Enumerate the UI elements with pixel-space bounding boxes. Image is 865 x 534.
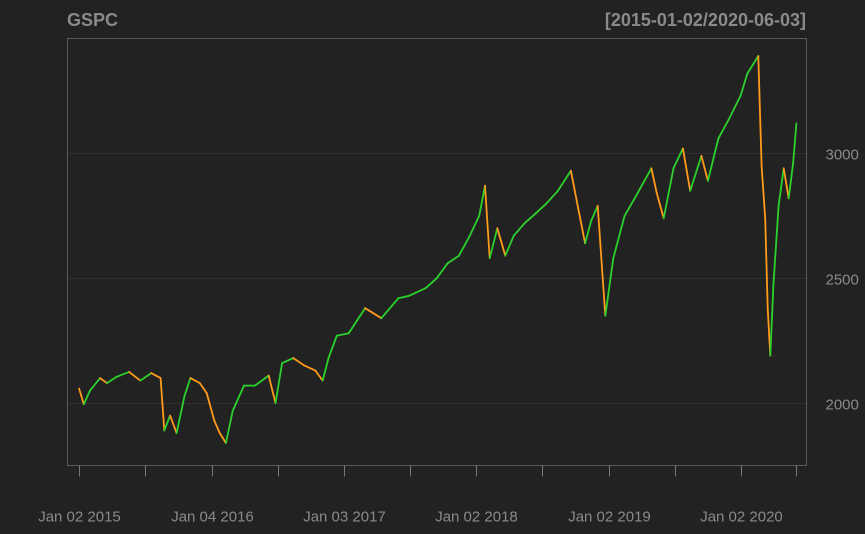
price-segment-up xyxy=(604,257,615,317)
price-segment-up xyxy=(478,184,486,217)
price-segment-down xyxy=(484,184,491,260)
price-segment-up xyxy=(534,202,548,215)
y-tick-label-3000: 3000 xyxy=(826,147,859,164)
price-segment-up xyxy=(89,377,101,392)
price-segment-down xyxy=(760,164,767,220)
price-segment-up xyxy=(557,169,572,192)
price-segment-down xyxy=(650,167,658,195)
price-segment-up xyxy=(380,297,400,320)
x-tick-label: Jan 02 2018 xyxy=(435,509,518,526)
price-segment-up xyxy=(612,214,626,260)
price-segment-down xyxy=(596,204,607,317)
price-segment-up xyxy=(106,375,118,385)
price-segment-up xyxy=(274,362,284,405)
price-segment-up xyxy=(397,294,411,300)
x-tick-label: Jan 02 2020 xyxy=(700,509,783,526)
plot-frame xyxy=(67,38,807,466)
price-segment-up xyxy=(545,189,559,205)
price-segment-down xyxy=(757,55,763,167)
price-segment-down xyxy=(577,207,586,245)
price-segment-up xyxy=(488,227,499,260)
price-segment-down xyxy=(189,377,201,385)
price-segment-up xyxy=(739,72,749,97)
price-segment-up xyxy=(281,357,295,365)
price-segment-up xyxy=(115,370,131,378)
price-segment-up xyxy=(717,117,731,140)
price-segment-up xyxy=(347,307,367,335)
price-segment-up xyxy=(175,394,186,434)
chart-title: GSPC xyxy=(67,10,118,30)
price-segment-down xyxy=(655,192,665,220)
price-segment-up xyxy=(408,287,427,297)
price-segment-up xyxy=(792,122,798,165)
price-segment-up xyxy=(183,377,192,397)
price-segment-up xyxy=(769,282,775,357)
price-segment-up xyxy=(504,234,515,257)
y-axis: 2000 2500 3000 xyxy=(826,147,859,414)
price-segment-down xyxy=(292,357,306,367)
price-segment-up xyxy=(512,222,526,237)
x-tick-label: Jan 04 2016 xyxy=(171,509,254,526)
price-segment-up xyxy=(224,409,234,444)
y-tick-label-2000: 2000 xyxy=(826,397,859,414)
price-segment-up xyxy=(139,372,153,382)
x-tick-label: Jan 02 2015 xyxy=(38,509,121,526)
price-segment-up xyxy=(231,384,245,412)
price-segment-up xyxy=(590,204,599,222)
price-segment-up xyxy=(772,204,780,285)
price-segment-up xyxy=(707,137,720,182)
x-tick-label: Jan 03 2017 xyxy=(303,509,386,526)
date-range-label: [2015-01-02/2020-06-03] xyxy=(605,10,806,30)
price-segment-up xyxy=(446,254,460,265)
price-segment-down xyxy=(128,370,142,382)
price-segment-up xyxy=(662,167,675,220)
price-segment-up xyxy=(163,414,172,432)
price-segment-up xyxy=(435,262,449,280)
price-segment-down xyxy=(218,432,227,444)
price-segment-up xyxy=(82,389,91,406)
x-tick-label: Jan 02 2019 xyxy=(568,509,651,526)
price-segment-up xyxy=(689,154,703,192)
price-segment-down xyxy=(267,374,277,405)
y-tick-label-2500: 2500 xyxy=(826,272,859,289)
price-segment-up xyxy=(746,55,760,75)
price-segment-up xyxy=(424,277,438,290)
price-segment-up xyxy=(253,374,270,387)
price-segment-down xyxy=(782,167,790,200)
price-segment-up xyxy=(523,212,537,225)
price-segment-down xyxy=(682,147,692,192)
price-segment-down xyxy=(496,227,507,257)
price-segment-down xyxy=(303,364,317,372)
price-segment-down xyxy=(169,414,178,434)
price-segment-down xyxy=(213,419,221,434)
price-segment-down xyxy=(570,169,580,210)
price-segment-up xyxy=(457,234,471,257)
price-segment-up xyxy=(623,197,636,217)
series-gspc xyxy=(78,55,798,444)
price-segment-down xyxy=(198,382,208,395)
price-segment-up xyxy=(327,334,338,360)
price-segment-up xyxy=(787,162,794,200)
price-segment-up xyxy=(468,214,481,237)
price-segment-up xyxy=(728,95,742,120)
price-segment-down xyxy=(150,372,162,380)
price-segment-down xyxy=(99,377,108,385)
price-segment-down xyxy=(314,369,324,382)
price-segment-down xyxy=(205,392,216,422)
x-axis: Jan 02 2015 Jan 04 2016 Jan 03 2017 Jan 02 … xyxy=(38,465,797,526)
price-segment-down xyxy=(159,377,166,432)
price-segment-up xyxy=(633,167,653,200)
price-segment-up xyxy=(584,219,593,245)
price-segment-down xyxy=(78,387,85,406)
price-segment-up xyxy=(321,357,330,382)
price-segment-up xyxy=(335,332,350,337)
price-segment-up xyxy=(672,147,684,170)
price-segment-down xyxy=(764,217,769,310)
price-segment-down xyxy=(364,307,383,320)
price-segment-up xyxy=(777,167,785,207)
price-segment-down xyxy=(700,154,709,182)
